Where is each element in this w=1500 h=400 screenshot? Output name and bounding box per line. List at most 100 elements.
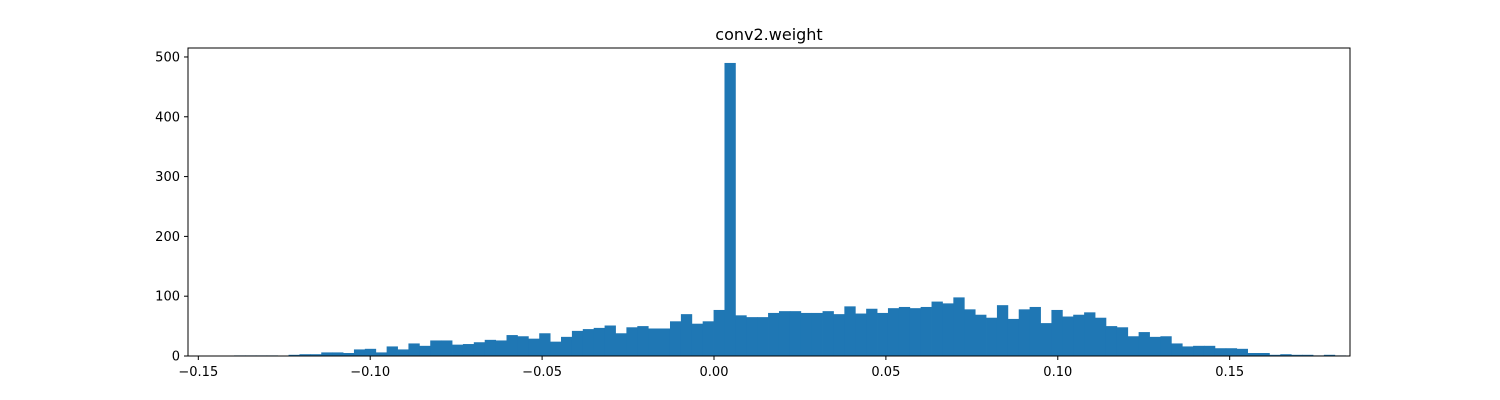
histogram-bar (332, 352, 344, 356)
histogram-bar (1182, 346, 1194, 356)
histogram-bar (942, 303, 954, 356)
histogram-bar (1018, 309, 1031, 356)
histogram-bar (528, 338, 540, 356)
histogram-bar (1258, 353, 1270, 356)
histogram-bar (866, 308, 878, 356)
histogram-bar (550, 341, 562, 356)
histogram-bar (648, 328, 660, 356)
histogram-bar (1095, 317, 1107, 356)
y-tick-label: 200 (155, 230, 180, 245)
histogram-bar (1116, 327, 1129, 356)
histogram-bar (844, 306, 856, 356)
histogram-bar (473, 342, 486, 356)
histogram-bar (441, 340, 453, 356)
histogram-bar (669, 321, 682, 356)
histogram-bar (517, 336, 529, 356)
histogram-bar (877, 312, 889, 356)
histogram-bar (789, 311, 802, 356)
histogram-bar (506, 335, 518, 356)
y-axis: 0 100 200 300 400 500 (155, 50, 188, 365)
histogram-bar (920, 306, 932, 356)
histogram-bar (386, 346, 398, 356)
histogram-bar (953, 297, 965, 356)
histogram-bar (1203, 345, 1216, 356)
histogram-bar (833, 314, 845, 356)
plot-frame (187, 47, 1351, 357)
histogram-bar (1247, 353, 1259, 356)
histogram-bar (800, 312, 813, 356)
histogram-bar (1029, 306, 1041, 356)
histogram-bar (855, 313, 867, 356)
histogram-bar (1302, 354, 1314, 356)
histogram-bar (408, 343, 420, 356)
histogram-bar (680, 314, 693, 356)
histogram-bar (822, 311, 834, 356)
histogram-bar (1160, 336, 1172, 356)
histogram-bar (397, 349, 409, 356)
bars-group (234, 62, 1347, 356)
histogram-bar (778, 311, 791, 356)
y-tick-label: 100 (155, 290, 180, 305)
histogram-bar (757, 317, 769, 356)
histogram-bar (1007, 318, 1020, 356)
histogram-bar (1040, 323, 1052, 356)
histogram-bar (1269, 354, 1281, 356)
histogram-bar (996, 305, 1009, 356)
histogram-bar (811, 312, 823, 356)
histogram-bar (735, 315, 747, 356)
y-tick-label: 400 (155, 110, 180, 125)
histogram-bar (746, 317, 758, 356)
histogram-bar (964, 309, 976, 356)
histogram-bar (495, 340, 507, 356)
histogram-bar (898, 306, 911, 356)
histogram-bar (975, 314, 987, 356)
histogram-bar (1291, 354, 1303, 356)
histogram-bar (1084, 312, 1096, 356)
histogram-bar (1323, 354, 1336, 356)
histogram-bar (1225, 348, 1238, 356)
histogram-bar (321, 352, 333, 356)
histogram-bar (419, 345, 431, 356)
histogram-bar (462, 344, 475, 356)
histogram-bar (887, 308, 900, 356)
histogram-bar (615, 333, 627, 356)
histogram-bar (659, 328, 671, 356)
histogram-bar (1051, 309, 1063, 356)
histogram-bar (343, 353, 355, 356)
histogram-bar (626, 327, 638, 356)
histogram-bar (375, 352, 388, 356)
histogram-bar (724, 62, 736, 356)
histogram-bar (364, 348, 377, 356)
histogram-bar (1105, 326, 1118, 356)
histogram-bar (1138, 332, 1150, 356)
histogram-bar (484, 339, 497, 356)
histogram-bar (702, 321, 714, 356)
histogram-bar (604, 325, 616, 356)
chart-title: conv2.weight (715, 25, 822, 44)
histogram-bar (1073, 314, 1085, 356)
x-tick-label: −0.10 (350, 365, 390, 380)
x-tick-label: 0.15 (1215, 365, 1244, 380)
x-tick-label: 0.10 (1043, 365, 1072, 380)
histogram-bar (353, 349, 366, 356)
histogram-bar (768, 312, 780, 356)
histogram-bar (1236, 348, 1248, 356)
histogram-bar (691, 323, 704, 356)
histogram-bar (571, 330, 584, 356)
histogram-bar (310, 354, 322, 356)
histogram-bar (299, 354, 311, 356)
y-tick-label: 300 (155, 170, 180, 185)
y-tick-label: 0 (172, 350, 180, 365)
x-tick-label: 0.00 (700, 365, 729, 380)
histogram-bar (931, 301, 943, 356)
histogram-bar (452, 344, 464, 356)
histogram-bar (430, 340, 442, 356)
histogram-bar (288, 354, 300, 356)
histogram-bar (1171, 343, 1183, 356)
histogram-bar (1280, 354, 1292, 356)
histogram-bar (909, 308, 922, 356)
x-tick-label: 0.05 (871, 365, 900, 380)
histogram-bar (1062, 316, 1074, 356)
histogram-bar (1149, 336, 1161, 356)
